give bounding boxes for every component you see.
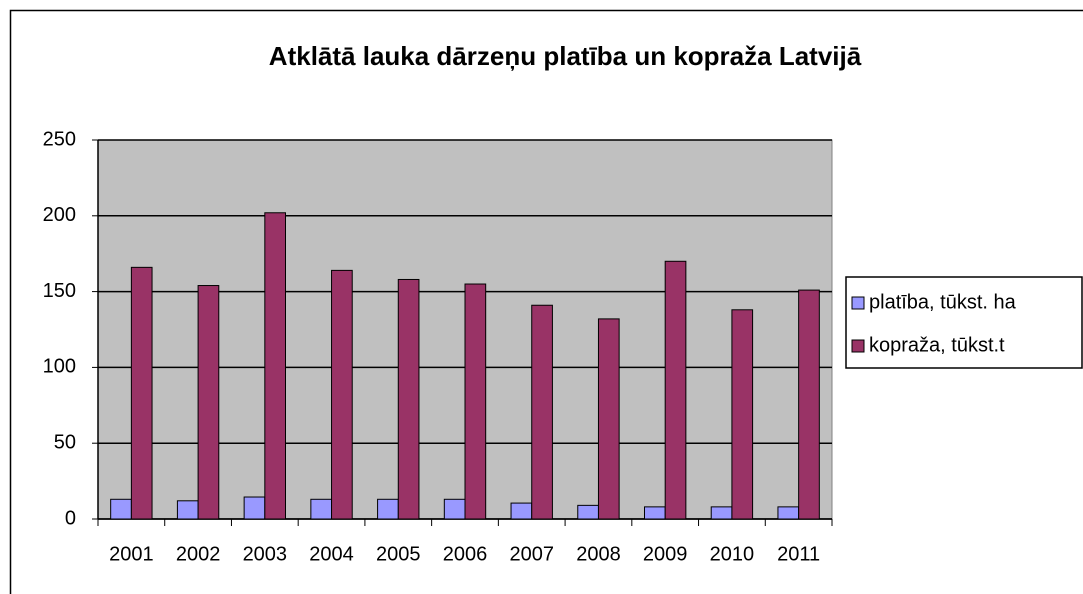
x-tick-label: 2002 <box>176 543 221 565</box>
x-tick-label: 2007 <box>509 543 554 565</box>
legend-label: platība, tūkst. ha <box>869 291 1017 313</box>
bar <box>510 502 533 520</box>
bar <box>377 498 399 520</box>
legend-swatch <box>851 296 865 310</box>
x-tick-label: 2011 <box>777 543 820 565</box>
bar <box>710 506 733 520</box>
bar <box>777 506 800 520</box>
bar <box>176 500 199 520</box>
x-tick-label: 2004 <box>309 543 354 565</box>
bar <box>443 498 466 520</box>
bar <box>197 285 220 520</box>
legend-swatch <box>851 339 865 353</box>
x-tick-label: 2006 <box>443 543 488 565</box>
bar <box>397 278 420 520</box>
bar <box>643 506 666 520</box>
y-tick-label: 250 <box>43 128 76 150</box>
x-tick-label: 2005 <box>376 543 421 565</box>
bar <box>531 304 553 520</box>
bar <box>664 260 687 520</box>
bar <box>597 318 620 520</box>
bar <box>798 289 820 520</box>
legend-label: kopraža, tūkst.t <box>869 334 1005 356</box>
bar <box>110 498 132 520</box>
x-tick-label: 2003 <box>243 543 288 565</box>
x-tick-label: 2008 <box>576 543 621 565</box>
bar <box>464 283 487 520</box>
y-tick-label: 0 <box>65 507 76 529</box>
chart-title: Atklātā lauka dārzeņu platība un kopraža… <box>269 41 862 71</box>
bar <box>310 498 333 520</box>
x-tick-label: 2010 <box>710 543 755 565</box>
bar <box>731 309 754 520</box>
y-tick-label: 200 <box>43 204 76 226</box>
bar <box>243 496 266 520</box>
x-tick-label: 2009 <box>643 543 688 565</box>
bar <box>264 212 287 520</box>
x-tick-label: 2001 <box>109 543 154 565</box>
y-tick-label: 100 <box>43 356 76 378</box>
bar <box>331 269 353 520</box>
y-tick-label: 150 <box>43 280 76 302</box>
bar <box>577 504 599 520</box>
legend-box <box>845 276 1083 369</box>
y-tick-label: 50 <box>54 431 76 453</box>
bar <box>130 266 153 520</box>
